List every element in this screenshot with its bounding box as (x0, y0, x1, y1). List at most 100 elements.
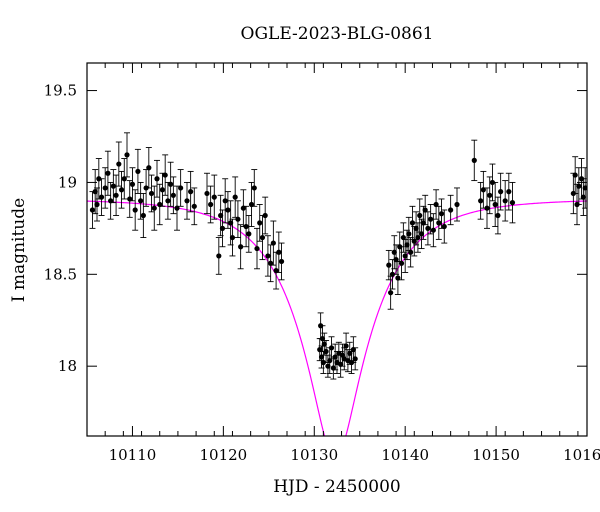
data-marker (495, 212, 501, 219)
data-marker (433, 201, 439, 208)
data-point (102, 167, 109, 209)
data-point (480, 170, 487, 209)
data-marker (425, 225, 431, 231)
data-point (259, 215, 266, 261)
x-tick-label: 10150 (472, 446, 520, 464)
x-tick-label: 10160 (563, 446, 600, 464)
data-point (118, 170, 125, 209)
data-marker (406, 231, 412, 237)
data-marker (132, 207, 138, 213)
data-marker (352, 356, 358, 362)
data-point (121, 158, 128, 200)
data-point (422, 194, 429, 226)
data-marker (321, 341, 327, 347)
data-point (191, 187, 198, 226)
data-marker (386, 262, 392, 268)
data-marker (204, 190, 210, 197)
data-marker (276, 249, 282, 255)
data-point (407, 237, 414, 268)
data-marker (411, 238, 417, 244)
data-marker (211, 194, 217, 200)
data-marker (318, 354, 325, 360)
data-point (240, 189, 247, 227)
axis-ticks: 10110 10120 10130 10140 10150 10160 18 18.5 19 19… (44, 63, 600, 464)
data-marker (502, 198, 508, 204)
data-point (113, 174, 120, 216)
data-marker (582, 185, 587, 191)
data-marker (108, 198, 114, 204)
data-marker (270, 240, 276, 246)
data-marker (110, 183, 116, 189)
data-marker (398, 260, 405, 266)
data-point (170, 176, 177, 215)
data-point (502, 180, 509, 222)
data-marker (174, 205, 180, 211)
data-marker (257, 220, 263, 226)
data-marker (159, 187, 166, 193)
data-point (229, 218, 236, 257)
data-marker (492, 201, 498, 208)
data-point (441, 209, 448, 244)
data-marker (350, 347, 356, 353)
data-point (211, 174, 218, 220)
data-point (129, 167, 136, 202)
data-marker (184, 198, 190, 204)
data-point (207, 185, 214, 224)
data-point (124, 132, 130, 178)
data-marker (438, 211, 445, 217)
data-point (162, 154, 169, 196)
data-point (89, 191, 96, 229)
data-marker (417, 212, 423, 219)
data-point (167, 161, 174, 207)
data-marker (248, 201, 255, 208)
data-marker (498, 189, 504, 195)
data-point (582, 167, 587, 209)
data-marker (278, 258, 285, 265)
data-point (424, 211, 431, 246)
data-marker (441, 223, 447, 230)
data-marker (323, 348, 329, 355)
data-marker (238, 244, 244, 250)
data-marker (154, 176, 160, 182)
data-point (154, 159, 160, 198)
data-point (575, 167, 582, 205)
data-marker (208, 201, 214, 208)
data-marker (138, 198, 144, 204)
data-point (184, 181, 190, 220)
data-point (492, 181, 499, 227)
data-marker (328, 345, 335, 351)
data-point (145, 147, 152, 189)
data-marker (430, 227, 436, 233)
data-point (343, 332, 350, 360)
data-marker (89, 207, 96, 213)
data-marker (129, 181, 136, 187)
data-point (151, 185, 158, 231)
data-point (215, 237, 222, 275)
data-point (484, 187, 490, 229)
data-point (389, 259, 396, 290)
x-tick-label: 10120 (200, 446, 248, 464)
data-point (278, 242, 285, 281)
data-marker (418, 231, 425, 237)
data-point (132, 189, 139, 231)
data-marker (480, 187, 486, 193)
data-point (275, 231, 282, 273)
data-point (393, 244, 400, 275)
data-point (477, 181, 484, 220)
data-marker (98, 194, 105, 200)
data-marker (404, 242, 410, 248)
data-marker (454, 201, 460, 208)
data-marker (191, 203, 197, 209)
data-marker (343, 343, 349, 349)
data-point (497, 172, 504, 211)
data-marker (116, 161, 122, 167)
data-marker (127, 196, 133, 202)
data-marker (471, 157, 477, 163)
data-marker (330, 365, 336, 371)
x-tick-label: 10110 (109, 446, 157, 464)
data-marker (216, 253, 222, 259)
data-points-layer (89, 132, 587, 380)
data-marker (259, 234, 266, 241)
data-point (219, 209, 226, 248)
data-point (98, 178, 105, 216)
